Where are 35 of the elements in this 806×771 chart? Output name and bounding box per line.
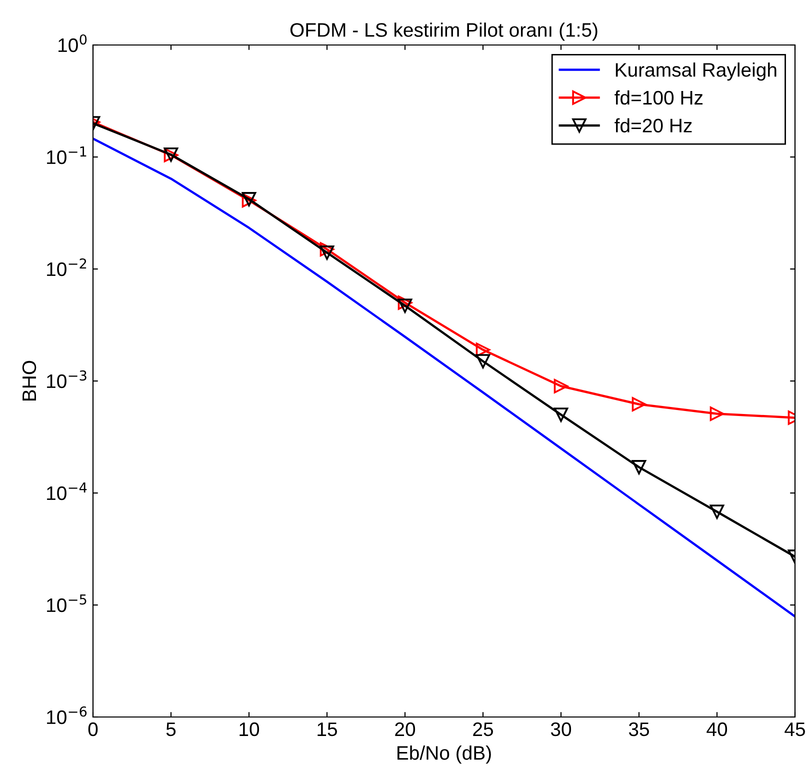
point [476,342,490,357]
legend-label: Kuramsal Rayleigh [616,62,776,81]
point [320,245,334,260]
point [632,397,646,412]
x-tick-label: 35 [628,722,649,736]
point [632,460,646,474]
y-tick-label: 10$^{−2}$ [47,258,86,276]
point [554,378,568,394]
point [710,504,724,519]
point [710,406,724,421]
x-tick-label: 25 [473,722,493,736]
point [554,408,568,422]
x-tick-label: 30 [550,722,572,736]
point [320,242,334,256]
chart-title: OFDM - LS kestirim Pilot oranı (1:5) [290,22,598,41]
y-tick-label: 10$^{0}$ [58,34,87,52]
y-axis-title: BHO [22,360,36,400]
y-tick-label: 10$^{−4}$ [47,482,87,500]
y-tick-label: 10$^{−5}$ [47,594,86,612]
x-tick-label: 5 [166,722,176,736]
point [476,354,490,368]
x-tick-label: 40 [706,722,728,736]
point [398,298,412,313]
y-tick-label: 10$^{−6}$ [47,706,87,724]
y-tick-label: 10$^{−3}$ [47,370,86,388]
legend-label: fd=100 Hz [614,90,703,105]
legend-label: fd=20 Hz [614,118,692,132]
x-tick-label: 10 [240,722,260,736]
y-tick-label: 10$^{−1}$ [47,146,86,164]
x-tick-label: 15 [318,722,337,736]
x-tick-label: 20 [395,722,416,736]
x-tick-label: 45 [784,722,805,736]
x-axis-title: Eb/No (dB) [398,746,491,764]
point [398,296,412,310]
x-tick-label: 0 [88,722,98,736]
